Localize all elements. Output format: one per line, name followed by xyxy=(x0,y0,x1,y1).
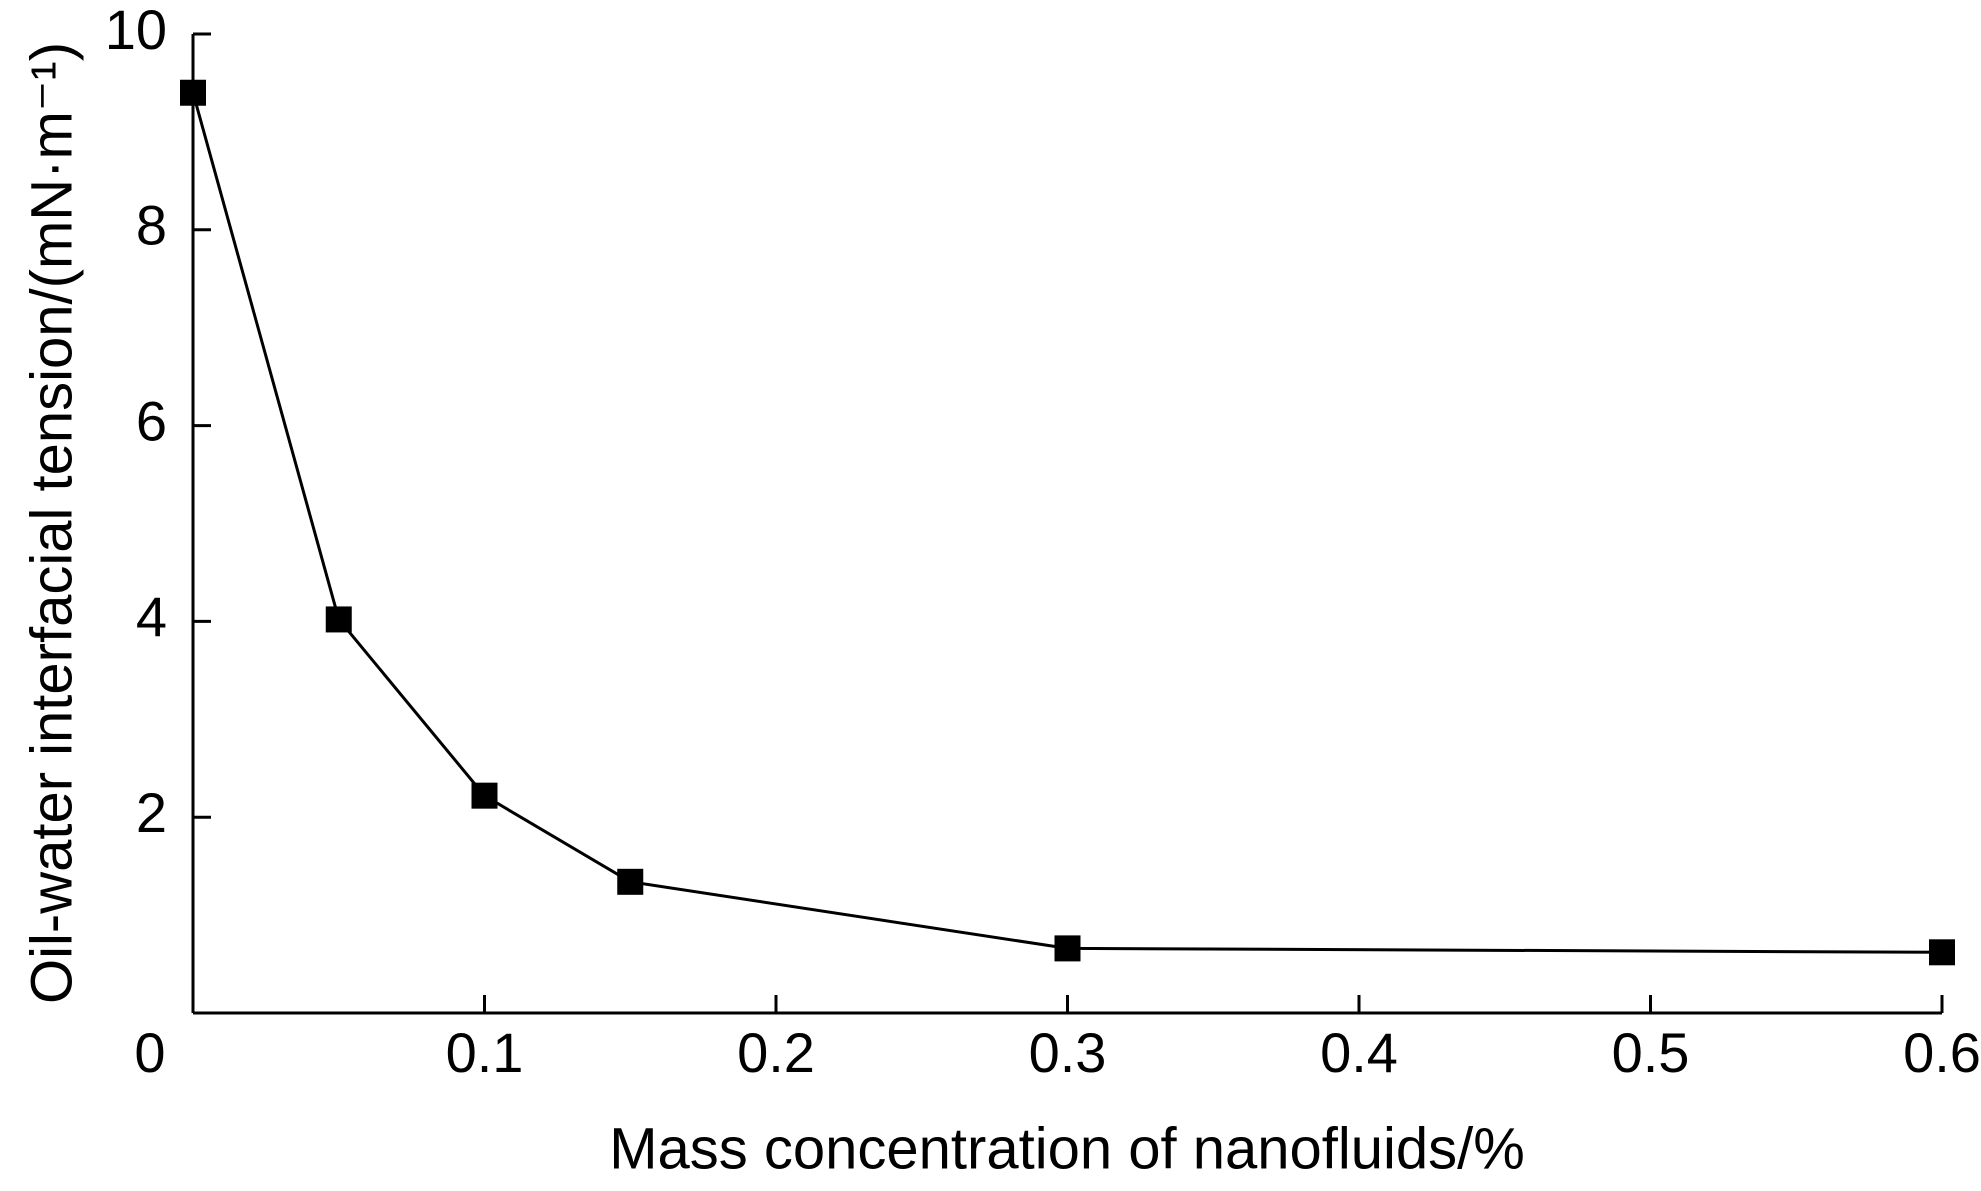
data-point-marker xyxy=(617,868,644,895)
series-line xyxy=(191,92,1943,954)
x-tick-label: 0.2 xyxy=(737,1021,815,1084)
x-axis-title: Mass concentration of nanofluids/% xyxy=(609,1116,1525,1181)
data-point-marker xyxy=(1929,939,1955,966)
data-point-marker xyxy=(471,782,498,809)
y-axis-title: Oil-water interfacial tension/(mN·m⁻¹) xyxy=(19,42,84,1004)
plot-area: 0.1 0.2 0.3 0.4 0.5 0.6 2 4 6 8 10 xyxy=(105,0,1981,1084)
y-tick-label: 4 xyxy=(136,585,167,648)
data-point-marker xyxy=(180,79,206,106)
y-ticks: 2 4 6 8 10 xyxy=(105,0,211,844)
series-layer xyxy=(180,79,1955,966)
y-tick-label: 6 xyxy=(136,389,167,452)
x-ticks: 0.1 0.2 0.3 0.4 0.5 0.6 xyxy=(446,995,1981,1084)
y-tick-label: 10 xyxy=(105,0,167,61)
x-tick-label: 0.1 xyxy=(446,1021,524,1084)
x-tick-label: 0.5 xyxy=(1612,1021,1690,1084)
y-tick-label: 2 xyxy=(136,781,167,844)
origin-label: 0 xyxy=(134,1021,165,1084)
x-tick-label: 0.6 xyxy=(1903,1021,1981,1084)
data-point-marker xyxy=(1054,935,1081,962)
x-tick-label: 0.4 xyxy=(1320,1021,1398,1084)
y-tick-label: 8 xyxy=(136,194,167,257)
x-tick-label: 0.3 xyxy=(1029,1021,1107,1084)
data-point-marker xyxy=(325,606,352,633)
